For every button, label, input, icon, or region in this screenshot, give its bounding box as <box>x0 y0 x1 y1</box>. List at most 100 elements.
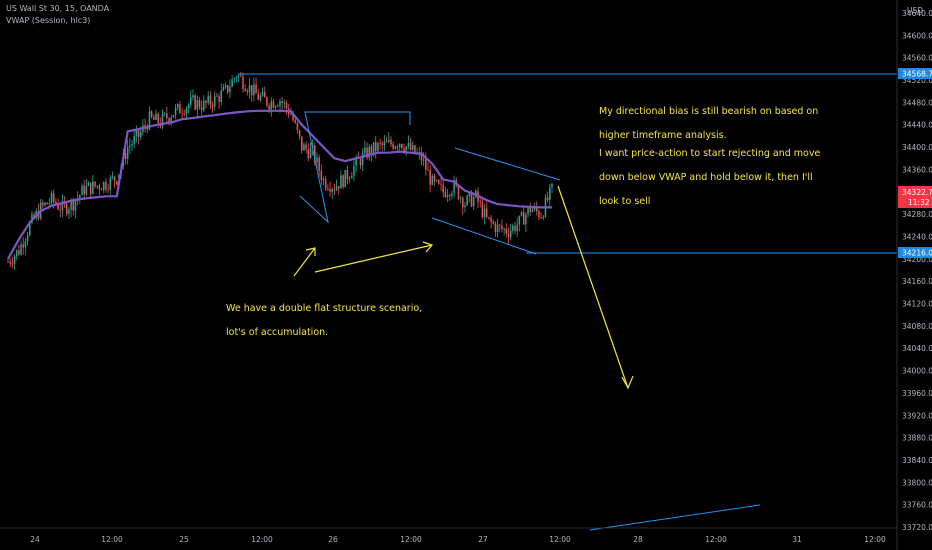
candle-body <box>70 200 72 210</box>
channel-upper <box>454 147 561 181</box>
candle-body <box>190 97 192 105</box>
candle-body <box>335 186 338 191</box>
candle-body <box>163 113 166 115</box>
candle-body <box>231 79 233 87</box>
candle-body <box>261 92 264 96</box>
candle-body <box>148 111 151 130</box>
svg-text:34568.7: 34568.7 <box>902 70 932 79</box>
y-tick-label: 33760.0 <box>902 501 932 510</box>
candle-body <box>237 75 240 78</box>
candle-body <box>166 113 168 119</box>
candle-body <box>529 207 532 212</box>
candle-body <box>68 209 70 214</box>
y-tick-label: 34400.0 <box>902 143 932 152</box>
candle-body <box>203 100 205 110</box>
candle-body <box>157 113 159 124</box>
candle-body <box>61 201 64 211</box>
plan-line-2: down below VWAP and hold below it, then … <box>599 172 813 183</box>
candle-body <box>372 142 375 155</box>
indicator-legend[interactable]: VWAP (Session, hlc3) <box>6 16 91 25</box>
candle-body <box>366 147 368 158</box>
structure-line-2: lot's of accumulation. <box>226 327 329 338</box>
candle-body <box>414 145 416 154</box>
candle-body <box>542 216 545 218</box>
candle-body <box>259 95 262 100</box>
candle-body <box>305 144 307 150</box>
candle-body <box>346 170 349 180</box>
price-axis[interactable]: 34640.0 34600.0 34560.0 34520.0 34480.0 34440… <box>896 0 932 550</box>
symbol-title[interactable]: US Wall St 30, 15, OANDA <box>6 4 110 13</box>
y-tick-label: 34520.0 <box>902 76 932 85</box>
candle-body <box>279 100 281 107</box>
candle-body <box>187 104 190 109</box>
candle-body <box>533 206 536 210</box>
candle-body <box>107 189 109 191</box>
candle-body <box>222 87 225 91</box>
currency-label: USD <box>907 6 923 15</box>
y-tick-label: 34240.0 <box>902 232 932 241</box>
candle-body <box>277 106 279 108</box>
candle-body <box>440 183 442 185</box>
y-tick-label: 34200.0 <box>902 255 932 264</box>
candle-body <box>79 195 81 199</box>
candle-body <box>268 105 270 110</box>
time-axis[interactable]: 24 12:00 25 12:00 26 12:00 27 12:00 28 12:00 31 12:… <box>0 527 897 544</box>
svg-text:34322.7: 34322.7 <box>902 188 932 197</box>
arrows <box>293 185 634 390</box>
candle-body <box>161 113 164 127</box>
candle-body <box>422 159 425 161</box>
candle-body <box>468 193 471 196</box>
candle-body <box>150 111 153 117</box>
y-tick-label: 33800.0 <box>902 478 932 487</box>
candle-body <box>320 170 323 181</box>
candle-body <box>57 204 59 210</box>
y-tick-label: 34600.0 <box>902 31 932 40</box>
candle-body <box>359 159 362 166</box>
candle-body <box>246 91 249 93</box>
candle-body <box>129 145 131 148</box>
candle-body <box>81 185 83 196</box>
candle-body <box>105 182 107 190</box>
candle-body <box>59 209 61 211</box>
candle-body <box>264 92 266 98</box>
candle-body <box>351 175 353 179</box>
candle-body <box>435 180 438 181</box>
candle-body <box>146 126 149 130</box>
candle-body <box>207 95 209 103</box>
candle-body <box>464 205 466 208</box>
candle-body <box>24 241 27 248</box>
candle-body <box>102 182 105 191</box>
candle-body <box>446 195 449 197</box>
candle-body <box>285 102 288 109</box>
candle-body <box>170 117 172 122</box>
candle-body <box>153 116 155 120</box>
candle-body <box>394 146 397 149</box>
candle-body <box>318 157 320 171</box>
candle-body <box>300 136 303 151</box>
candle-body <box>525 214 527 225</box>
x-tick-label: 24 <box>30 535 40 544</box>
candle-body <box>470 193 473 207</box>
candle-body <box>15 250 18 257</box>
y-tick-label: 33920.0 <box>902 411 932 420</box>
arrow-down-head <box>621 375 634 390</box>
candle-body <box>113 176 116 182</box>
candle-body <box>409 142 412 150</box>
candle-body <box>20 244 22 255</box>
candle-body <box>420 152 423 161</box>
bias-line-2: higher timeframe analysis. <box>599 130 727 141</box>
candle-body <box>194 95 196 110</box>
candle-body <box>229 86 231 92</box>
candle-body <box>253 84 255 96</box>
candle-body <box>135 130 138 136</box>
x-tick-label: 12:00 <box>549 535 571 544</box>
candle-body <box>89 182 92 194</box>
y-tick-label: 33720.0 <box>902 523 932 532</box>
candle-body <box>133 135 135 144</box>
candle-body <box>314 145 316 163</box>
candle-body <box>7 261 9 263</box>
candle-body <box>457 185 460 199</box>
candle-body <box>538 211 540 218</box>
candle-body <box>536 206 538 212</box>
